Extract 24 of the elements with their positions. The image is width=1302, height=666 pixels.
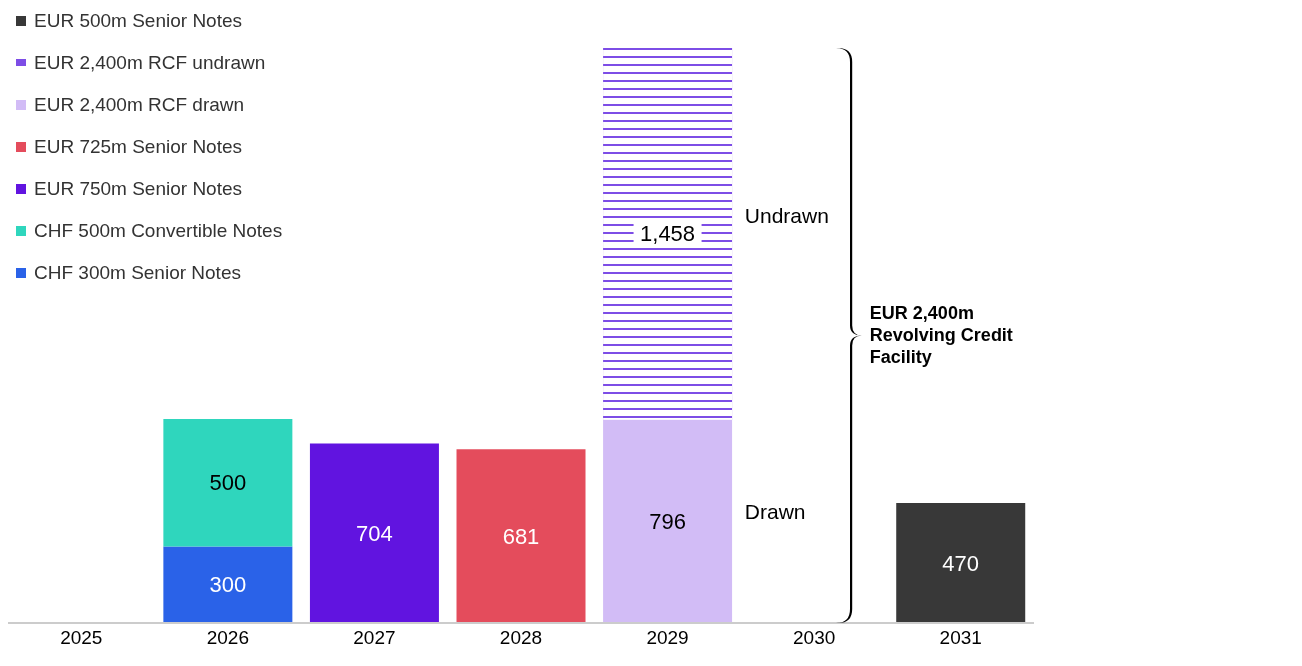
legend-label: EUR 2,400m RCF undrawn bbox=[34, 51, 266, 75]
data-label: 470 bbox=[942, 550, 980, 576]
x-tick-label: 2025 bbox=[60, 627, 103, 649]
data-label: 681 bbox=[502, 523, 540, 549]
legend-label: EUR 725m Senior Notes bbox=[34, 135, 243, 159]
data-label: 704 bbox=[356, 520, 393, 546]
x-tick-label: 2026 bbox=[206, 627, 249, 649]
legend-label: CHF 300m Senior Notes bbox=[34, 261, 241, 285]
x-tick-label: 2030 bbox=[793, 627, 836, 649]
annotation: Drawn bbox=[744, 499, 806, 523]
x-tick-label: 2027 bbox=[353, 627, 396, 649]
annotation: Undrawn bbox=[744, 203, 829, 227]
legend-label: EUR 2,400m RCF drawn bbox=[34, 93, 245, 117]
x-tick-label: 2029 bbox=[646, 627, 689, 649]
data-label: 1,458 bbox=[640, 221, 696, 247]
data-label: 500 bbox=[209, 470, 247, 496]
legend-label: CHF 500m Convertible Notes bbox=[34, 219, 283, 243]
data-label: 300 bbox=[209, 572, 247, 598]
data-label: 796 bbox=[649, 508, 686, 534]
annotation: EUR 2,400m Revolving Credit Facility bbox=[869, 301, 1014, 368]
x-tick-label: 2031 bbox=[939, 627, 982, 649]
legend-label: EUR 500m Senior Notes bbox=[34, 9, 243, 33]
x-tick-label: 2028 bbox=[499, 627, 543, 649]
legend-label: EUR 750m Senior Notes bbox=[34, 177, 243, 201]
